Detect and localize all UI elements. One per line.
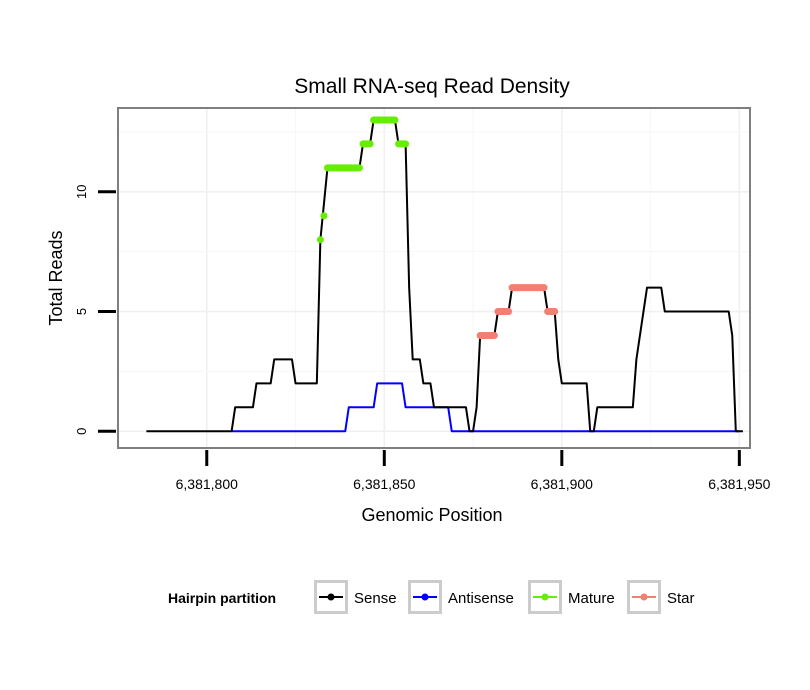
x-tick-label: 6,381,850 [353, 476, 415, 492]
y-axis: 0 5 10 [74, 185, 116, 435]
legend-label-mature: Mature [568, 590, 615, 607]
legend-label-sense: Sense [354, 590, 397, 607]
sense-series-line [146, 118, 743, 433]
y-tick-label: 0 [74, 428, 89, 435]
grid-lines [117, 108, 750, 448]
x-tick-label: 6,381,950 [708, 476, 770, 492]
x-tick-label: 6,381,900 [531, 476, 593, 492]
x-axis-label: Genomic Position [361, 505, 502, 525]
legend-key-dot [421, 593, 429, 601]
x-tick-label: 6,381,800 [176, 476, 238, 492]
legend-label-antisense: Antisense [448, 590, 514, 607]
legend-entry-mature: Mature [528, 580, 615, 614]
plot-panel [117, 107, 751, 449]
chart-title: Small RNA-seq Read Density [294, 75, 570, 98]
y-axis-label: Total Reads [46, 230, 66, 325]
legend-key-dot [640, 593, 648, 601]
legend-entry-star: Star [627, 580, 695, 614]
legend-key-dot [327, 593, 335, 601]
legend-title: Hairpin partition [168, 590, 276, 606]
legend-label-star: Star [667, 590, 695, 607]
y-tick-label: 5 [74, 308, 89, 315]
panel-border [117, 107, 751, 449]
antisense-series-line [231, 382, 740, 433]
legend: Hairpin partition Sense Antisense Mature St… [168, 580, 695, 614]
panel-background [118, 108, 750, 448]
legend-entry-antisense: Antisense [408, 580, 514, 614]
data-series [146, 116, 743, 433]
y-tick-label: 10 [74, 185, 89, 199]
legend-entry-sense: Sense [314, 580, 397, 614]
x-axis: 6,381,800 6,381,850 6,381,900 6,381,950 [176, 450, 771, 492]
legend-key-dot [541, 593, 549, 601]
